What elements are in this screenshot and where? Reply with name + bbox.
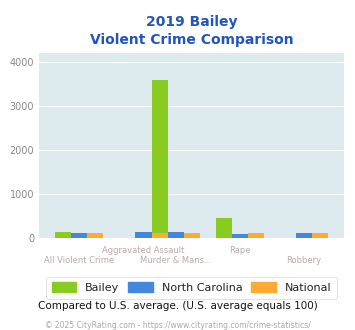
Text: Aggravated Assault: Aggravated Assault	[102, 246, 185, 255]
Legend: Bailey, North Carolina, National: Bailey, North Carolina, National	[47, 277, 337, 299]
Bar	[152, 233, 168, 238]
Bar	[71, 233, 87, 238]
Text: Rape: Rape	[229, 246, 251, 255]
Bar	[216, 218, 232, 238]
Text: © 2025 CityRating.com - https://www.cityrating.com/crime-statistics/: © 2025 CityRating.com - https://www.city…	[45, 321, 310, 330]
Text: All Violent Crime: All Violent Crime	[44, 256, 114, 265]
Bar	[184, 233, 200, 238]
Bar	[152, 80, 168, 238]
Title: 2019 Bailey
Violent Crime Comparison: 2019 Bailey Violent Crime Comparison	[90, 15, 294, 48]
Text: Murder & Mans...: Murder & Mans...	[140, 256, 212, 265]
Text: Compared to U.S. average. (U.S. average equals 100): Compared to U.S. average. (U.S. average …	[38, 301, 317, 311]
Text: Robbery: Robbery	[286, 256, 322, 265]
Bar	[136, 232, 152, 238]
Bar	[296, 233, 312, 238]
Bar	[312, 233, 328, 238]
Bar	[248, 233, 264, 238]
Bar	[168, 232, 184, 238]
Bar	[55, 232, 71, 238]
Bar	[87, 233, 103, 238]
Bar	[232, 234, 248, 238]
